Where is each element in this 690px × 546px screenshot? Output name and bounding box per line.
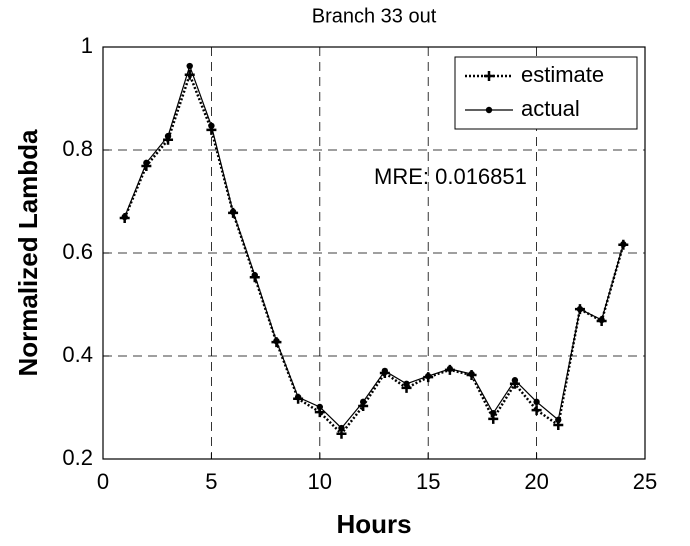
data-line	[123, 71, 625, 436]
marker	[468, 370, 475, 378]
marker	[533, 398, 540, 406]
y-tick-label: 0.8	[62, 136, 93, 161]
chart-title: Branch 33 out	[312, 5, 437, 27]
marker	[555, 416, 562, 424]
marker	[381, 367, 389, 375]
marker	[446, 365, 454, 373]
marker	[338, 424, 345, 432]
annotation: MRE: 0.016851	[374, 164, 527, 189]
y-axis-label: Normalized Lambda	[13, 129, 43, 377]
marker	[251, 271, 258, 279]
marker	[143, 159, 150, 167]
marker	[359, 398, 367, 406]
marker	[531, 405, 542, 416]
y-tick-label: 0.2	[62, 445, 93, 470]
data-line	[124, 64, 624, 429]
x-tick-label: 20	[524, 469, 548, 494]
x-tick-label: 25	[633, 469, 657, 494]
marker	[620, 241, 627, 248]
plot-frame	[102, 46, 646, 460]
legend-label: estimate	[521, 62, 604, 87]
x-tick-label: 5	[205, 469, 217, 494]
x-tick-label: 10	[308, 469, 332, 494]
marker	[273, 337, 280, 345]
legend-marker	[484, 71, 494, 81]
y-tick-label: 1	[81, 33, 93, 58]
marker	[490, 409, 497, 417]
x-tick-label: 0	[97, 469, 109, 494]
marker	[229, 208, 237, 215]
marker	[598, 316, 605, 324]
marker	[576, 305, 584, 313]
legend-label: actual	[521, 96, 580, 121]
marker	[186, 62, 193, 70]
y-tick-label: 0.4	[62, 342, 93, 367]
legend-marker	[485, 106, 493, 114]
marker	[121, 213, 128, 221]
marker	[164, 132, 172, 140]
legend-box	[454, 56, 638, 130]
x-tick-label: 15	[416, 469, 440, 494]
y-tick-label: 0.6	[62, 239, 93, 264]
marker	[208, 122, 215, 129]
marker	[425, 372, 432, 380]
marker	[316, 403, 323, 411]
x-axis-label: Hours	[336, 509, 411, 539]
marker	[511, 377, 519, 384]
marker	[403, 380, 410, 388]
marker	[294, 394, 302, 401]
